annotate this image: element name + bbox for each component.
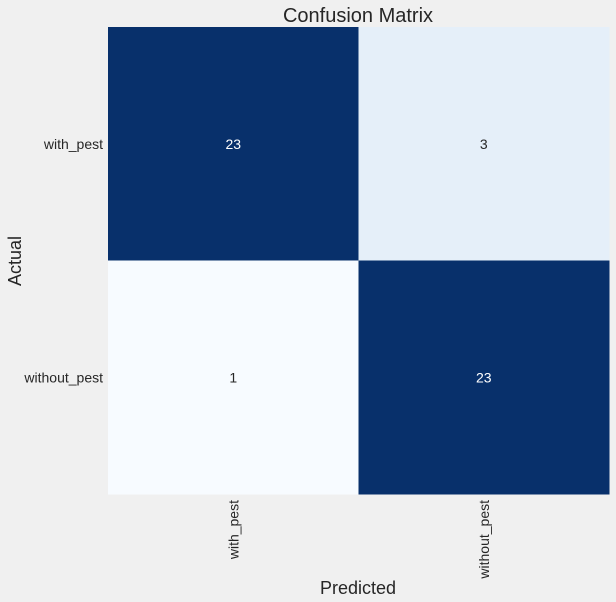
y-axis-label: Actual xyxy=(5,236,25,286)
x-axis-ticks: with_pest without_pest xyxy=(225,500,492,580)
cell-value-r1-c1: 23 xyxy=(476,369,492,385)
x-axis-label: Predicted xyxy=(320,578,396,598)
y-axis-ticks: with_pest without_pest xyxy=(23,136,103,386)
heatmap-cell-r1-c1 xyxy=(358,260,610,495)
heatmap-cells xyxy=(108,27,610,495)
cell-value-r1-c0: 1 xyxy=(229,369,237,385)
heatmap-cell-r1-c0 xyxy=(108,260,359,495)
chart-title: Confusion Matrix xyxy=(283,5,433,27)
y-tick-label-1: without_pest xyxy=(23,369,103,385)
heatmap-cell-r0-c0 xyxy=(108,27,359,261)
y-tick-label-0: with_pest xyxy=(43,136,103,152)
x-tick-label-0: with_pest xyxy=(225,500,241,560)
cell-value-r0-c0: 23 xyxy=(225,136,241,152)
cell-value-r0-c1: 3 xyxy=(480,136,488,152)
heatmap-cell-r0-c1 xyxy=(358,27,610,261)
x-tick-label-1: without_pest xyxy=(476,500,492,580)
heatmap-cell-labels: 23 3 1 23 xyxy=(225,136,491,386)
